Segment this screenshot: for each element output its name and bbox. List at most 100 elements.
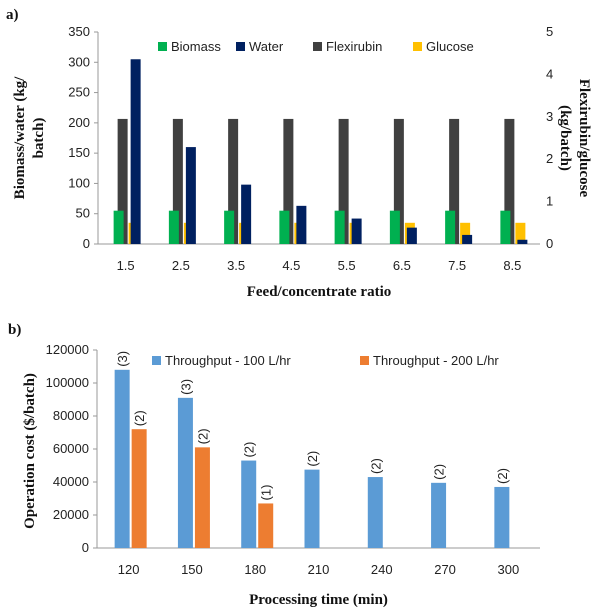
panel-a-left-tick-label: 350 [68, 24, 90, 39]
panel-a-category-label: 5.5 [338, 258, 356, 273]
panel-b-legend-label-1: Throughput - 100 L/hr [165, 353, 291, 368]
panel-a-bar-flexirubin [172, 118, 183, 244]
panel-a-label: a) [6, 7, 19, 23]
panel-a-legend-label-biomass: Biomass [171, 39, 221, 54]
panel-b-bar-series-1 [431, 482, 447, 548]
panel-b-category-label: 120 [118, 562, 140, 577]
panel-a-bar-water [351, 218, 362, 244]
panel-a-right-tick-label: 4 [546, 66, 553, 81]
panel-b-bar-series-1 [494, 486, 510, 548]
panel-b-legend-swatch-1 [152, 356, 161, 365]
panel-a-legend-swatch-water [236, 42, 245, 51]
panel-a-legend-label-water: Water [249, 39, 284, 54]
panel-b-tick-label: 20000 [53, 507, 89, 522]
panel-a-plot: 0 50 100 150 200 250 300 350 0 1 2 3 4 5 1.5 2.5 3.5 4.5 5… [68, 24, 553, 273]
panel-b-label: b) [8, 322, 21, 338]
panel-b-tick-label: 60000 [53, 441, 89, 456]
panel-b-category-label: 180 [244, 562, 266, 577]
panel-a-bar-biomass [445, 210, 456, 244]
panel-b-category-label: 150 [181, 562, 203, 577]
panel-b-bar-series-2 [194, 447, 210, 548]
panel-b-category-label: 240 [371, 562, 393, 577]
panel-b-tick-label: 120000 [46, 342, 89, 357]
panel-a-bar-biomass [279, 210, 290, 244]
panel-b-bar-series-1 [304, 469, 320, 548]
panel-a-right-tick-label: 1 [546, 194, 553, 209]
panel-b-data-label: (2) [495, 468, 510, 484]
panel-b-category-label: 270 [434, 562, 456, 577]
panel-a-right-tick-label: 3 [546, 109, 553, 124]
panel-a-bar-flexirubin [338, 118, 349, 244]
panel-a-right-tick-label: 5 [546, 24, 553, 39]
panel-a-category-label: 8.5 [503, 258, 521, 273]
panel-a-bar-biomass [500, 210, 511, 244]
panel-b-data-label: (1) [259, 485, 274, 501]
panel-a-right-tick-label: 0 [546, 236, 553, 251]
panel-b-data-label: (2) [195, 428, 210, 444]
panel-a-left-axis-title-line: Biomass/water (kg/ [12, 76, 28, 199]
panel-a-bar-biomass [113, 210, 124, 244]
panel-a-category-label: 7.5 [448, 258, 466, 273]
panel-a-bar-biomass [224, 210, 235, 244]
panel-a-legend-label-flexirubin: Flexirubin [326, 39, 382, 54]
panel-a-right-tick-label: 2 [546, 151, 553, 166]
panel-b-x-axis-title: Processing time (min) [249, 592, 388, 608]
panel-a-bar-glucose [515, 222, 526, 244]
panel-b-plot: 0 20000 40000 60000 80000 100000 120000 120 (3) (… [46, 342, 540, 577]
panel-b-bar-series-1 [367, 477, 383, 548]
panel-b-data-label: (2) [432, 464, 447, 480]
panel-a-left-tick-label: 200 [68, 115, 90, 130]
panel-a-bar-biomass [334, 210, 345, 244]
panel-a-bar-flexirubin [449, 118, 460, 244]
panel-b-legend-swatch-2 [360, 356, 369, 365]
panel-a-left-tick-label: 150 [68, 145, 90, 160]
panel-a-x-axis-title: Feed/concentrate ratio [247, 284, 392, 300]
panel-a-bar-water [130, 59, 141, 244]
panel-a-right-axis-title: Flexirubin/glucose(kg/batch) [557, 79, 592, 198]
panel-a-category-label: 4.5 [282, 258, 300, 273]
panel-a-left-axis-title-line: batch) [31, 118, 47, 159]
panel-a-category-label: 2.5 [172, 258, 190, 273]
panel-b-data-label: (3) [178, 379, 193, 395]
panel-a-bar-water [296, 205, 307, 244]
panel-b-tick-label: 40000 [53, 474, 89, 489]
panel-b-y-axis-title: Operation cost ($/batch) [22, 373, 38, 529]
panel-a-bar-flexirubin [228, 118, 239, 244]
panel-b-category-label: 300 [498, 562, 520, 577]
panel-b-tick-label: 100000 [46, 375, 89, 390]
panel-a-left-tick-label: 0 [83, 236, 90, 251]
panel-a-bar-flexirubin [117, 118, 128, 244]
panel-a-right-axis-title-line: Flexirubin/glucose [576, 79, 592, 198]
panel-b-tick-label: 80000 [53, 408, 89, 423]
panel-b-category-label: 210 [308, 562, 330, 577]
panel-a-right-axis-title-line: (kg/batch) [557, 105, 573, 171]
panel-a-left-tick-label: 100 [68, 175, 90, 190]
panel-a-left-tick-label: 300 [68, 54, 90, 69]
panel-a-bar-water [462, 234, 473, 244]
panel-a-bar-biomass [168, 210, 179, 244]
panel-a-bar-biomass [389, 210, 400, 244]
panel-b-data-label: (2) [132, 410, 147, 426]
panel-b-data-label: (3) [115, 351, 130, 367]
panel-b-bar-series-1 [177, 397, 193, 548]
panel-a-category-label: 1.5 [117, 258, 135, 273]
panel-b-data-label: (2) [242, 442, 257, 458]
panel-a-bar-glucose [460, 222, 471, 244]
panel-b-data-label: (2) [305, 451, 320, 467]
panel-a-legend-swatch-flexirubin [313, 42, 322, 51]
panel-a-bar-flexirubin [393, 118, 404, 244]
panel-a-bar-water [517, 239, 528, 244]
panel-a-legend-swatch-glucose [413, 42, 422, 51]
panel-a-category-label: 6.5 [393, 258, 411, 273]
panel-a-legend-swatch-biomass [158, 42, 167, 51]
panel-a-left-axis-title: Biomass/water (kg/batch) [12, 76, 47, 199]
panel-b-bar-series-2 [258, 503, 274, 548]
panel-b-tick-label: 0 [82, 540, 89, 555]
panel-a-bar-water [185, 147, 196, 244]
panel-a-left-tick-label: 50 [76, 206, 90, 221]
panel-a-category-label: 3.5 [227, 258, 245, 273]
panel-b-bar-series-2 [131, 429, 147, 548]
panel-a-bar-water [241, 184, 252, 244]
panel-b-data-label: (2) [368, 458, 383, 474]
